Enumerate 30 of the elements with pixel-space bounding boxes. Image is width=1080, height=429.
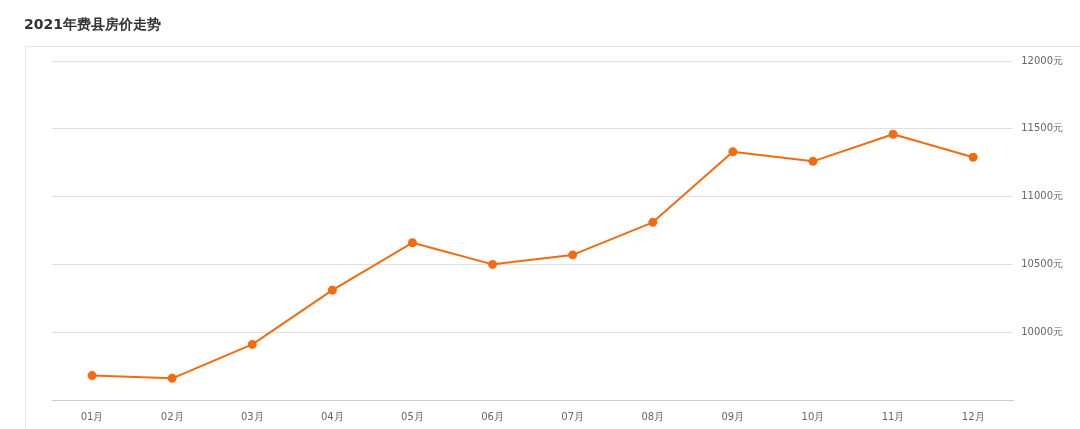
chart-title: 2021年费县房价走势 [24,16,161,34]
point [728,147,738,157]
point [407,238,417,248]
x-tick-label: 05月 [401,410,424,422]
x-tick-label: 04月 [320,410,344,422]
x-tick-label: 03月 [240,410,264,422]
point [87,371,97,381]
x-tick-label: 02月 [160,410,184,422]
x-tick-label: 09月 [721,410,745,422]
point [888,129,898,139]
point [167,373,177,383]
y-tick-label: 11000元 [1021,190,1063,202]
point [247,339,257,349]
x-tick-label: 10月 [801,410,825,422]
x-tick-label: 07月 [561,410,585,422]
point [808,156,818,166]
point [327,285,337,295]
point [488,259,498,269]
x-tick-label: 08月 [641,410,665,422]
point [968,152,978,162]
y-tick-label: 11500元 [1021,122,1063,134]
x-tick-label: 12月 [961,410,985,422]
x-tick-label: 01月 [80,410,104,422]
x-tick-label: 11月 [881,410,905,422]
y-tick-label: 10000元 [1021,325,1063,337]
point [648,217,658,227]
x-tick-label: 06月 [481,410,504,422]
y-tick-label: 10500元 [1021,257,1063,269]
y-tick-label: 12000元 [1021,54,1063,66]
point [568,250,578,260]
